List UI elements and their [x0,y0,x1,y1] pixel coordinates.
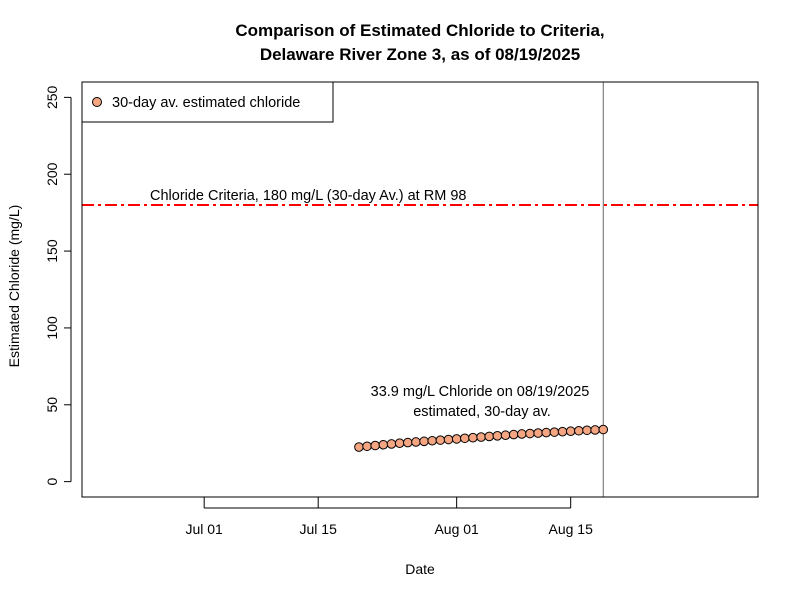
data-point [459,433,470,444]
x-tick-label: Jul 01 [185,521,223,537]
data-point [549,427,560,437]
data-point [476,432,486,442]
x-tick-label: Jul 15 [300,521,338,537]
y-tick-label: 200 [44,162,60,186]
legend: 30-day av. estimated chloride [81,81,334,123]
data-point [419,436,429,447]
chart-title-line-2: Delaware River Zone 3, as of 08/19/2025 [260,45,580,64]
data-point [574,425,584,436]
data-point [370,440,381,451]
data-point [492,431,503,441]
data-point [598,424,609,435]
y-tick-label: 50 [44,397,60,413]
data-point [541,427,552,438]
y-tick-label: 250 [44,85,60,109]
data-point [386,439,397,449]
x-tick-label: Aug 15 [548,521,593,537]
data-point [427,435,438,446]
y-tick-label: 0 [44,478,60,486]
annotation-line-2: estimated, 30-day av. [413,404,551,420]
y-axis: 0 50 100 150 200 250 [44,85,72,486]
data-point [468,432,478,443]
data-point [533,428,543,438]
series-points [354,424,609,452]
data-point [443,434,454,445]
y-axis-label: Estimated Chloride (mg/L) [6,205,22,368]
data-point [402,437,413,448]
data-point [582,425,592,436]
x-axis-label: Date [405,561,435,577]
data-point [451,434,462,444]
y-tick-label: 150 [44,239,60,263]
legend-label: 30-day av. estimated chloride [112,95,300,111]
x-tick-label: Aug 01 [434,521,479,537]
data-point [508,429,519,440]
data-point [500,430,511,441]
data-point [517,429,527,439]
legend-marker [92,97,102,107]
data-point [411,437,421,447]
data-point [484,431,495,442]
data-point [394,438,405,449]
data-point [557,426,568,437]
data-point [590,425,600,435]
data-point [378,439,389,450]
data-point [565,426,576,437]
data-point [435,435,446,445]
data-point [362,441,372,452]
data-point [354,442,364,452]
data-point [525,428,535,439]
criteria-label: Chloride Criteria, 180 mg/L (30-day Av.)… [150,188,466,204]
x-axis: Jul 01 Jul 15 Aug 01 Aug 15 [185,497,593,537]
y-tick-label: 100 [44,316,60,340]
annotation-line-1: 33.9 mg/L Chloride on 08/19/2025 [371,384,590,400]
plot-area-frame [81,81,759,498]
chart-title-line-1: Comparison of Estimated Chloride to Crit… [235,21,604,40]
